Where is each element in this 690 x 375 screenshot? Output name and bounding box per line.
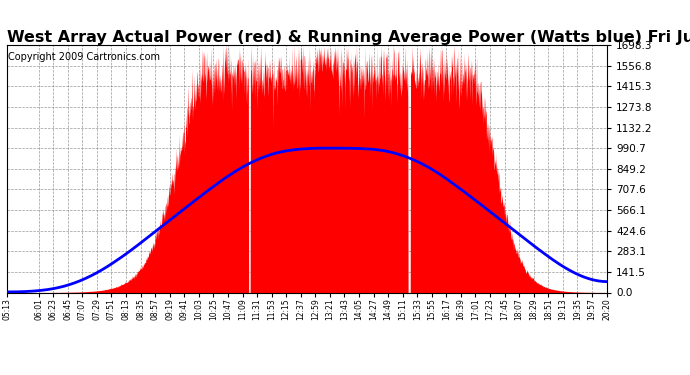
Text: Copyright 2009 Cartronics.com: Copyright 2009 Cartronics.com <box>8 53 159 62</box>
Text: West Array Actual Power (red) & Running Average Power (Watts blue) Fri Jun 12 20: West Array Actual Power (red) & Running … <box>7 30 690 45</box>
